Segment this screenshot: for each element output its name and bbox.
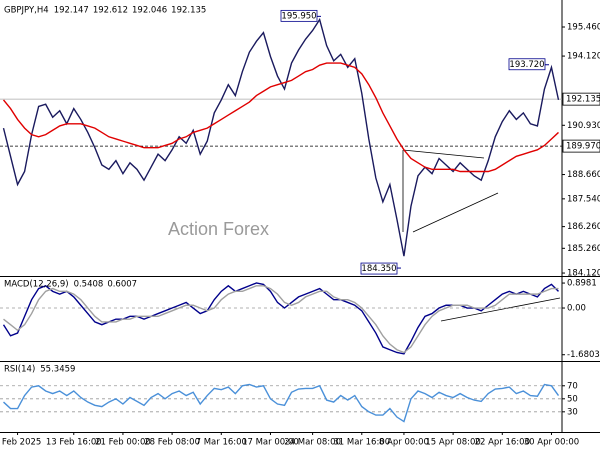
panel-reading: 192.147 xyxy=(54,6,89,16)
annotation-label: 193.720 xyxy=(509,60,544,70)
watermark: Action Forex xyxy=(168,219,269,239)
x-tick-label: 31 Mar 16:00 xyxy=(333,438,390,448)
series-line xyxy=(2,282,559,355)
series-line xyxy=(3,383,560,423)
panel-reading: 0.6007 xyxy=(107,280,137,290)
y-tick-label: 0.00 xyxy=(567,304,586,314)
level-box xyxy=(562,92,600,106)
y-tick-label: 30 xyxy=(567,407,578,417)
level-box xyxy=(562,139,600,153)
level-label: 192.135 xyxy=(566,95,600,105)
panel-reading: 192.135 xyxy=(171,6,206,16)
level-label: 189.970 xyxy=(566,142,600,152)
annotation-label: 184.350 xyxy=(361,264,396,274)
y-tick-label: 186.260 xyxy=(567,222,600,232)
y-tick-label: 50 xyxy=(567,394,578,404)
y-tick-label: 190.930 xyxy=(567,121,600,131)
x-tick-label: 24 Mar 08:00 xyxy=(284,438,341,448)
x-tick-label: 6 Feb 2025 xyxy=(0,438,41,448)
x-tick-label: 7 Mar 16:00 xyxy=(196,438,247,448)
x-tick-label: 22 Apr 16:00 xyxy=(475,438,530,448)
y-tick-label: 194.120 xyxy=(567,52,600,62)
series-line xyxy=(2,62,559,173)
series-line xyxy=(2,17,560,257)
panel-reading: 0.5408 xyxy=(74,280,104,290)
x-tick-label: 13 Feb 16:00 xyxy=(46,438,102,448)
panel-reading: 55.3459 xyxy=(40,365,75,375)
trendline xyxy=(440,297,561,322)
series-line xyxy=(3,285,559,354)
panel-reading: 192.612 xyxy=(93,6,128,16)
x-tick-label: 21 Feb 00:00 xyxy=(95,438,151,448)
x-tick-label: 28 Feb 08:00 xyxy=(144,438,200,448)
y-tick-label: 185.260 xyxy=(567,244,600,254)
x-tick-label: 15 Apr 08:00 xyxy=(425,438,480,448)
x-tick-label: 17 Mar 00:00 xyxy=(242,438,299,448)
annotation-label: 195.950 xyxy=(281,11,316,21)
annotation-box xyxy=(280,9,318,22)
y-tick-label: 195.460 xyxy=(567,22,600,32)
y-tick-label: 0.8981 xyxy=(567,279,597,289)
trendline xyxy=(412,192,499,233)
x-tick-label: 30 Apr 00:00 xyxy=(524,438,579,448)
y-tick-label: -1.6803 xyxy=(567,350,600,360)
y-tick-label: 188.660 xyxy=(567,170,600,180)
x-tick-label: 8 Apr 00:00 xyxy=(379,438,429,448)
y-tick-label: 184.120 xyxy=(567,269,600,279)
trendline xyxy=(402,149,485,159)
y-tick-label: 70 xyxy=(567,381,578,391)
panel-title: RSI(14) xyxy=(4,365,35,375)
y-tick-label: 187.540 xyxy=(567,194,600,204)
panel-reading: 192.046 xyxy=(132,6,167,16)
panel-title: GBPJPY,H4 xyxy=(4,6,49,16)
panel-title: MACD(12,26,9) xyxy=(4,280,69,290)
